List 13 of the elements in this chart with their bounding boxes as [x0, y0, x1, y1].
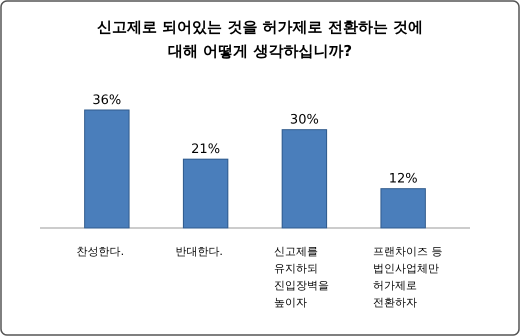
bar — [84, 110, 130, 228]
bar — [182, 158, 228, 228]
data-label: 12% — [388, 172, 418, 187]
bar — [380, 188, 426, 228]
data-label: 36% — [92, 93, 122, 108]
x-tick-label: 반대한다. — [175, 245, 223, 258]
bar — [282, 129, 328, 228]
data-label: 30% — [290, 112, 319, 128]
x-tick-label: 신고제를 유지하되 진입장벽을 높이자 — [274, 245, 330, 309]
x-tick-label: 찬성한다. — [76, 245, 124, 258]
data-label: 21% — [191, 142, 220, 158]
chart-title: 신고제로 되어있는 것을 허가제로 전환하는 것에 대해 어떻게 생각하십니까? — [96, 18, 424, 60]
x-tick-label: 프랜차이즈 등 법인사업체만 허가제로 전환하자 — [372, 245, 442, 309]
